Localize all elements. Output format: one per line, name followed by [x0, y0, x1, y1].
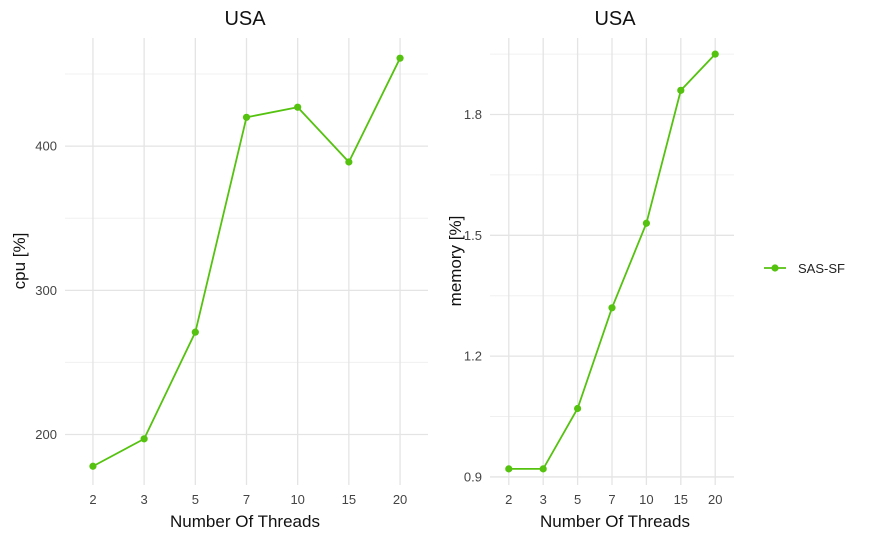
cpu-data-point	[89, 462, 97, 470]
legend-label: SAS-SF	[798, 261, 845, 276]
memory-x-tick-label: 15	[674, 492, 688, 507]
legend-point-swatch	[771, 264, 779, 272]
memory-panel: 0.9 1.2 1.5 1.8 2 3 5 7 10 15 20 USA Number Of Th…	[446, 8, 734, 531]
memory-x-tick-label: 2	[505, 492, 512, 507]
cpu-x-tick-label: 20	[393, 492, 407, 507]
memory-x-tick-label: 10	[639, 492, 653, 507]
legend: SAS-SF	[764, 261, 845, 276]
cpu-y-tick-label: 300	[35, 283, 57, 298]
cpu-chart-title: USA	[224, 8, 266, 30]
cpu-data-point	[294, 103, 302, 111]
memory-data-point	[573, 404, 582, 413]
memory-x-tick-label: 3	[540, 492, 547, 507]
memory-gridlines	[490, 38, 734, 485]
cpu-x-tick-label: 2	[89, 492, 96, 507]
cpu-y-tick-labels: 200 300 400	[35, 139, 57, 442]
cpu-y-tick-label: 200	[35, 427, 57, 442]
cpu-data-point	[140, 435, 148, 443]
memory-x-tick-labels: 2 3 5 7 10 15 20	[505, 492, 722, 507]
cpu-x-tick-label: 15	[342, 492, 356, 507]
cpu-y-tick-label: 400	[35, 139, 57, 154]
cpu-data-point	[396, 54, 404, 62]
memory-y-tick-label: 0.9	[464, 469, 482, 484]
memory-y-tick-label: 1.8	[464, 107, 482, 122]
cpu-data-point	[242, 113, 251, 121]
memory-series	[505, 50, 719, 473]
cpu-series	[89, 54, 404, 470]
cpu-x-tick-label: 7	[243, 492, 250, 507]
cpu-data-point	[191, 328, 199, 336]
memory-data-point	[608, 304, 616, 312]
memory-chart-title: USA	[594, 8, 636, 30]
memory-y-tick-label: 1.2	[464, 349, 482, 364]
cpu-panel: 200 300 400 2 3 5 7 10 15 20 USA Number Of Threa…	[10, 8, 428, 531]
memory-data-point	[677, 86, 685, 94]
cpu-x-tick-label: 10	[290, 492, 304, 507]
cpu-x-axis-title: Number Of Threads	[170, 512, 320, 531]
memory-data-point	[642, 219, 651, 227]
cpu-x-tick-label: 5	[192, 492, 199, 507]
cpu-gridlines	[65, 38, 428, 485]
memory-y-tick-label: 1.5	[464, 228, 482, 243]
cpu-data-point	[345, 158, 353, 166]
memory-x-tick-label: 5	[574, 492, 581, 507]
cpu-y-axis-title: cpu [%]	[10, 233, 29, 290]
memory-x-axis-title: Number Of Threads	[540, 512, 690, 531]
cpu-x-tick-label: 3	[141, 492, 148, 507]
cpu-x-tick-labels: 2 3 5 7 10 15 20	[89, 492, 407, 507]
memory-data-point	[505, 465, 513, 473]
memory-data-point	[539, 465, 547, 473]
memory-x-tick-label: 7	[608, 492, 615, 507]
memory-y-axis-title: memory [%]	[446, 216, 465, 307]
memory-y-tick-labels: 0.9 1.2 1.5 1.8	[464, 107, 482, 484]
memory-data-point	[711, 50, 719, 58]
memory-x-tick-label: 20	[708, 492, 722, 507]
